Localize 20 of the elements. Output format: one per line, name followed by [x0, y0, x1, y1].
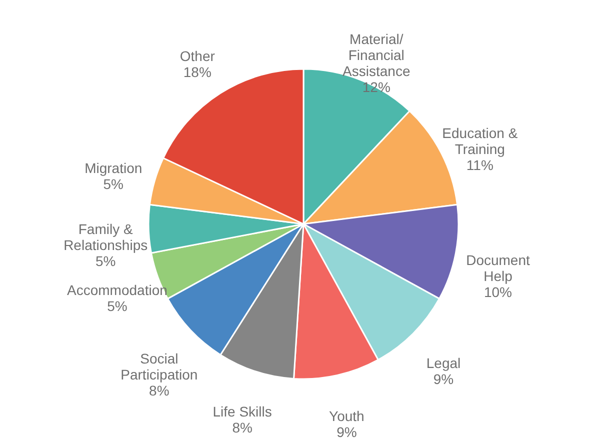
data-label: 5%	[107, 298, 128, 314]
slice-label: Life Skills	[212, 403, 272, 420]
slice-label: Legal	[426, 355, 461, 372]
slice-label: Social Participation	[120, 350, 198, 383]
data-label: 11%	[466, 157, 494, 174]
data-label: 8%	[232, 419, 252, 436]
slice-label: Migration	[84, 160, 142, 176]
data-label: 18%	[183, 64, 212, 80]
data-label: 8%	[149, 382, 170, 399]
slice-label: Document Help	[466, 252, 530, 284]
data-label: 5%	[103, 176, 124, 192]
slice-label: Education & Training	[442, 125, 518, 158]
slice-label: Material/ Financial Assistance	[342, 30, 410, 79]
data-label: 10%	[484, 284, 512, 300]
data-label: 5%	[95, 253, 116, 270]
slice-label: Youth	[329, 408, 364, 424]
data-label: 9%	[336, 424, 357, 440]
slice-label: Family & Relationships	[64, 221, 148, 254]
slice-label: Other	[180, 48, 216, 64]
data-label: 9%	[433, 371, 454, 388]
